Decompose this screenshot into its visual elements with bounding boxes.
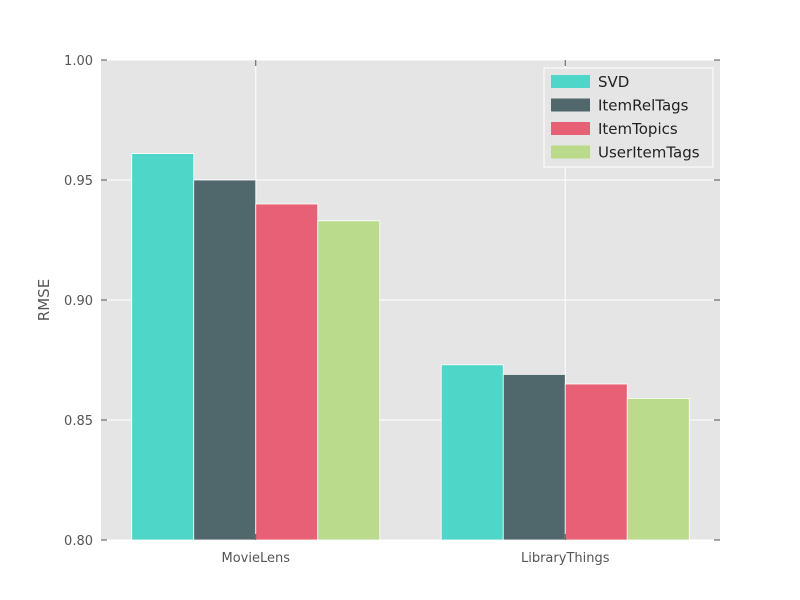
bar-itemtopics-movielens bbox=[255, 203, 319, 541]
legend: SVD ItemRelTags ItemTopics UserItemTags bbox=[543, 67, 714, 168]
bars bbox=[131, 153, 690, 541]
bar-useritemtags-movielens bbox=[317, 220, 381, 541]
legend-label: ItemTopics bbox=[598, 120, 678, 138]
y-tick-label: 0.85 bbox=[64, 414, 93, 429]
y-axis-label: RMSE bbox=[35, 279, 53, 321]
legend-swatch bbox=[551, 75, 590, 88]
bar-itemtopics-librarythings bbox=[564, 383, 628, 541]
legend-label: ItemRelTags bbox=[598, 97, 689, 115]
legend-label: UserItemTags bbox=[598, 144, 700, 162]
legend-swatch bbox=[551, 98, 590, 112]
legend-label: SVD bbox=[598, 73, 629, 91]
bar-svd-librarythings bbox=[440, 364, 504, 541]
legend-swatch bbox=[551, 145, 590, 159]
bar-useritemtags-librarythings bbox=[626, 397, 690, 541]
ticks: 0.80 0.85 0.90 0.95 1.00 MovieLens LibraryThin… bbox=[64, 54, 720, 566]
y-tick-label: 0.80 bbox=[64, 534, 93, 549]
y-tick-label: 0.90 bbox=[64, 294, 93, 309]
legend-swatch bbox=[551, 122, 590, 135]
x-tick-label: MovieLens bbox=[222, 551, 291, 566]
bar-itemreltags-movielens bbox=[193, 179, 257, 541]
x-tick-label: LibraryThings bbox=[521, 551, 610, 566]
bar-itemreltags-librarythings bbox=[502, 373, 566, 541]
y-tick-label: 0.95 bbox=[64, 174, 93, 189]
bar-svd-movielens bbox=[131, 153, 195, 541]
y-tick-label: 1.00 bbox=[64, 54, 93, 69]
